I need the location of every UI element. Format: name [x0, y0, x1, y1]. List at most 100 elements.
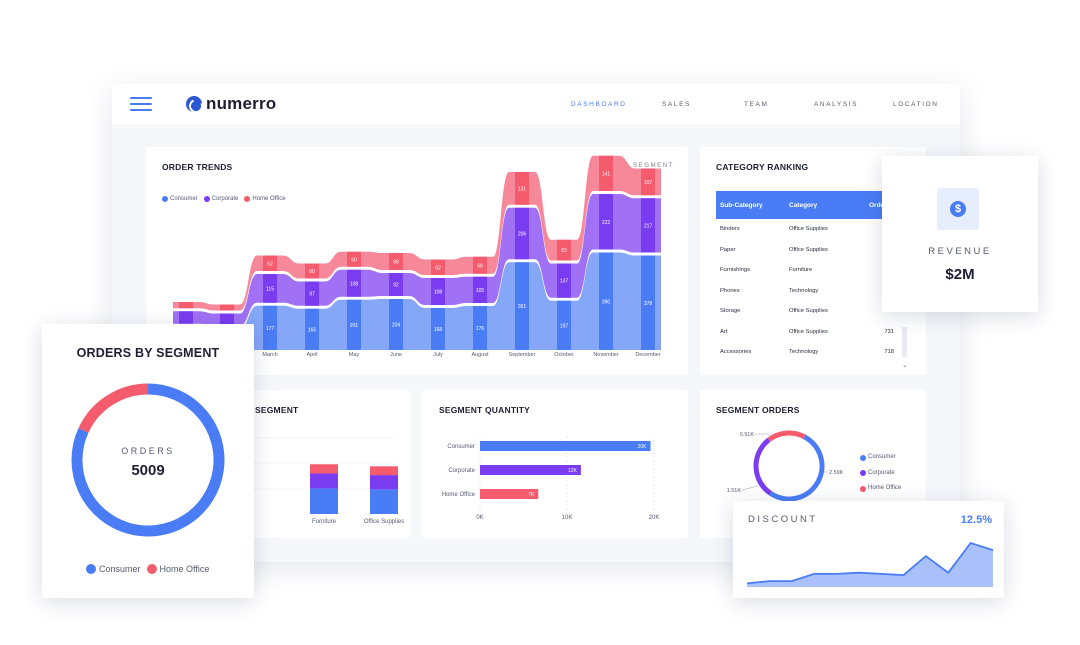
cell-category: Technology: [789, 287, 819, 294]
column-orders[interactable]: Orde: [869, 201, 885, 209]
split-by-segment-button[interactable]: SPLIT BY SEGMENT: [590, 163, 674, 169]
table-row[interactable]: Paper Office Supplies: [716, 240, 896, 261]
data-label: 7K: [528, 492, 535, 498]
legend-home-office[interactable]: Home Office: [244, 196, 286, 202]
nav-analysis[interactable]: ANALYSIS: [814, 101, 859, 108]
y-tick-label: Consumer: [447, 444, 475, 450]
data-label: 20K: [638, 444, 648, 450]
data-label: 137: [560, 279, 569, 285]
table-row[interactable]: Accessories Technology 718: [716, 342, 896, 363]
table-row[interactable]: Binders Office Supplies: [716, 219, 896, 240]
legend-consumer[interactable]: Consumer: [860, 450, 901, 466]
column-category[interactable]: Category: [789, 201, 818, 209]
segment-chart: Furniture Office Supplies: [254, 437, 404, 525]
data-label: 176: [476, 326, 485, 332]
nav-sales[interactable]: SALES: [662, 101, 691, 108]
x-tick-label: September: [509, 352, 536, 358]
data-label: 1.51K: [727, 488, 742, 494]
legend-corporate[interactable]: Corporate: [203, 196, 238, 202]
discount-card: DISCOUNT 12.5%: [733, 501, 1004, 598]
x-tick-label: Office Supplies: [364, 519, 404, 525]
bar-segment: [515, 207, 529, 260]
orders-value: 5009: [131, 462, 165, 479]
cell-sub-category: Art: [720, 328, 728, 335]
category-ranking-table: Sub-Category Category Orde Binders Office…: [716, 191, 896, 363]
orders-by-segment-title: ORDERS BY SEGMENT: [76, 346, 220, 360]
bar-segment: [305, 308, 319, 350]
data-label: 115: [266, 286, 274, 292]
orders-by-segment-legend: Consumer Home Office: [86, 564, 209, 574]
bar-segment: [220, 304, 234, 311]
segment-orders-title: SEGMENT ORDERS: [716, 405, 800, 415]
segment-bar-consumer: [370, 489, 398, 514]
bar-segment: [389, 273, 403, 296]
nav-team[interactable]: TEAM: [744, 101, 769, 108]
segment-orders-slice: [767, 430, 806, 442]
bar-segment: [220, 313, 234, 326]
segment-bar-consumer: [310, 488, 338, 514]
cell-category: Office Supplies: [789, 226, 828, 233]
table-row[interactable]: Furnishings Furniture: [716, 260, 896, 281]
orders-label: ORDERS: [121, 446, 175, 456]
bar-segment: [305, 281, 319, 306]
legend-home-office[interactable]: Home Office: [146, 564, 209, 574]
logo[interactable]: numerro: [186, 94, 276, 114]
legend-consumer[interactable]: Consumer: [162, 196, 198, 202]
data-label: 131: [518, 186, 527, 192]
legend-consumer[interactable]: Consumer: [86, 564, 141, 574]
nav-location[interactable]: LOCATION: [893, 101, 939, 108]
x-tick-label: November: [593, 352, 619, 358]
column-sub-category[interactable]: Sub-Category: [720, 201, 763, 209]
revenue-value: $2M: [945, 266, 975, 283]
x-tick-label: 0K: [476, 515, 483, 521]
table-header: Sub-Category Category Orde: [716, 191, 896, 219]
cell-sub-category: Accessories: [720, 349, 752, 356]
legend-home-office[interactable]: Home Office: [860, 481, 901, 497]
stream-home-office: [173, 155, 661, 311]
bar-segment: [431, 259, 445, 275]
legend-corporate[interactable]: Corporate: [860, 466, 901, 482]
x-tick-label: 20K: [649, 515, 660, 521]
cell-category: Technology: [789, 349, 819, 356]
bar-segment: [431, 308, 445, 350]
data-label: 197: [560, 323, 569, 329]
dollar-icon: $: [937, 188, 979, 230]
bar-segment: [599, 252, 613, 350]
bar-segment: [515, 172, 529, 205]
bar-segment: [473, 276, 487, 303]
data-label: 2.59K: [829, 470, 844, 476]
table-row[interactable]: Storage Office Supplies: [716, 301, 896, 322]
cell-sub-category: Paper: [720, 246, 736, 253]
bar-segment: [431, 278, 445, 305]
segment-bar-corporate: [370, 475, 398, 490]
discount-line: [746, 541, 994, 585]
x-tick-label: December: [635, 352, 661, 358]
segment-quantity-card: SEGMENT QUANTITY Consumer 20K Corporate 12K…: [422, 390, 688, 538]
bar-segment: [305, 263, 319, 279]
quantity-bar-corporate: [480, 465, 581, 475]
hamburger-menu-icon[interactable]: [130, 97, 152, 111]
stream-consumer: [173, 252, 661, 350]
x-tick-label: August: [471, 352, 489, 358]
data-label: 83: [561, 248, 567, 254]
data-label: 390: [602, 299, 611, 305]
cell-category: Office Supplies: [789, 328, 828, 335]
cell-category: Office Supplies: [789, 308, 828, 315]
x-tick-label: June: [390, 352, 402, 358]
main-nav: DASHBOARD SALES TEAM ANALYSIS LOCATION: [112, 101, 960, 111]
table-row[interactable]: Phones Technology: [716, 281, 896, 302]
chevron-down-icon[interactable]: ⌄: [902, 362, 908, 369]
quantity-bar-consumer: [480, 441, 651, 451]
table-scrollbar[interactable]: [902, 327, 907, 357]
numerro-logo-icon: [186, 96, 202, 112]
table-row[interactable]: Art Office Supplies 731: [716, 322, 896, 343]
bar-segment: [347, 299, 361, 350]
order-trends-chart: 9386177115621659760201108602049268168108…: [173, 155, 661, 358]
data-label: 62: [435, 265, 441, 271]
cell-sub-category: Storage: [720, 308, 741, 315]
x-tick-label: 10K: [562, 515, 573, 521]
nav-dashboard[interactable]: DASHBOARD: [571, 101, 627, 108]
segment-title: SEGMENT: [255, 405, 299, 415]
bar-segment: [263, 255, 277, 271]
